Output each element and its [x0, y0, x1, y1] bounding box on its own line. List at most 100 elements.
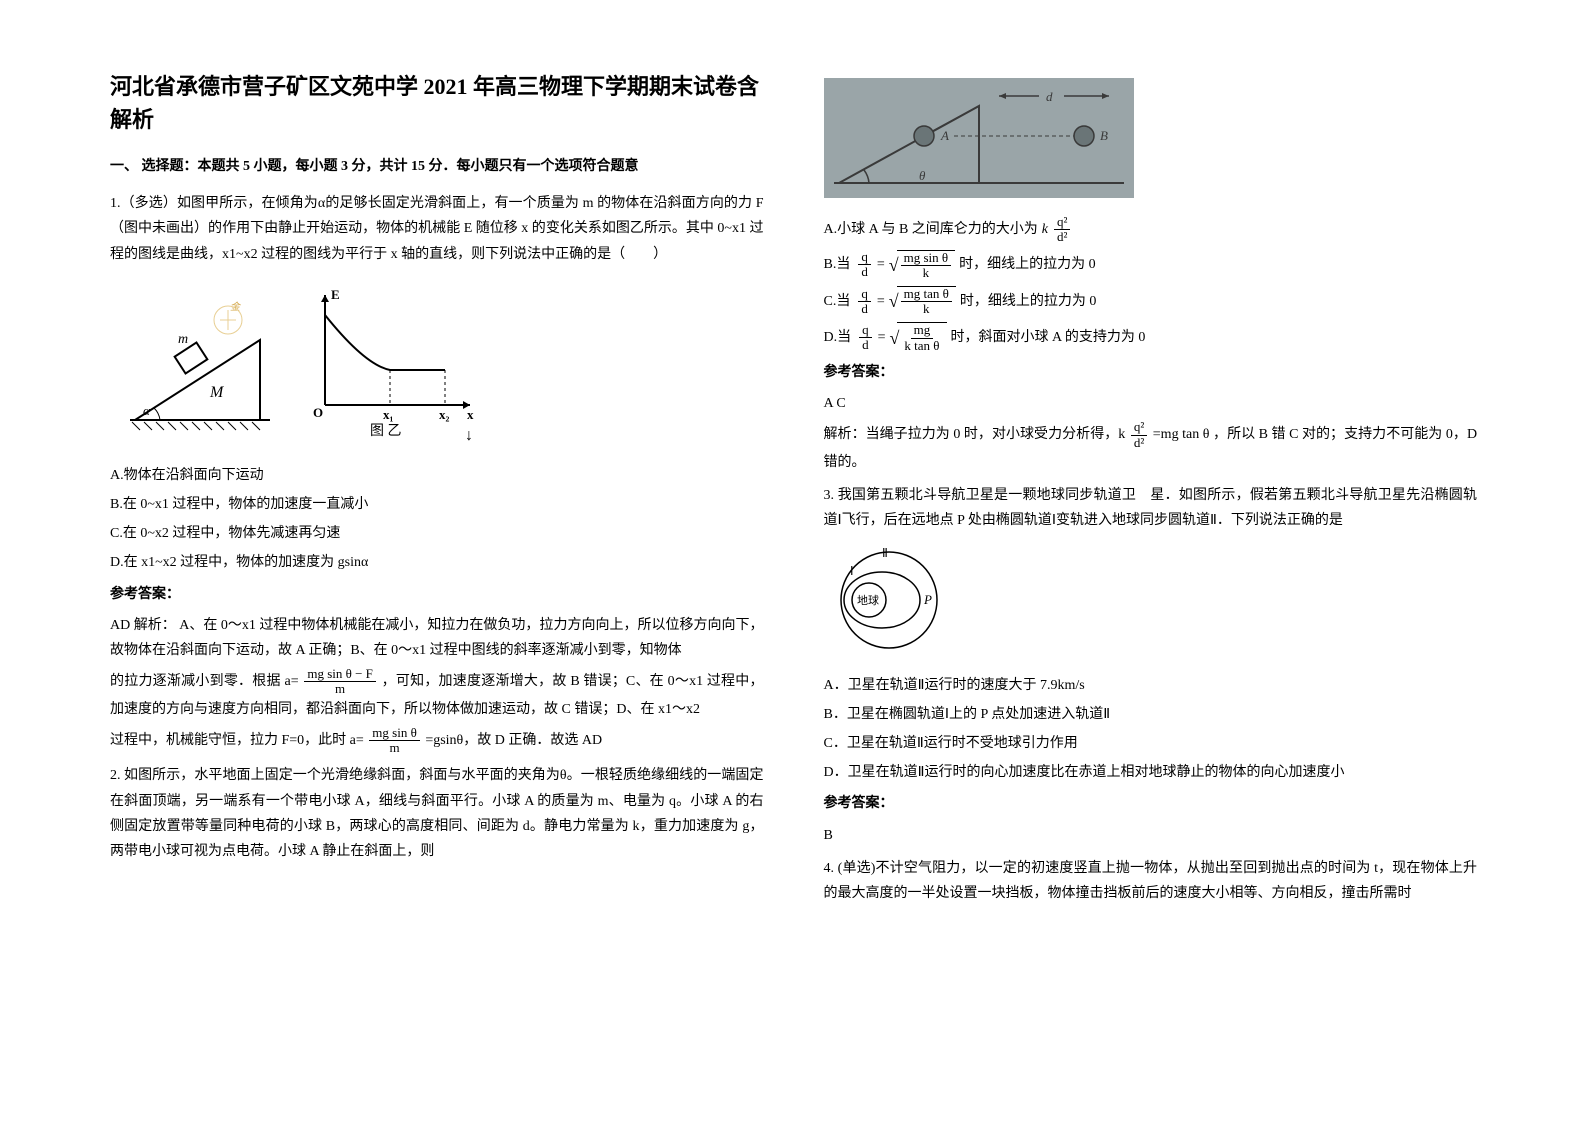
question-4: 4. (单选)不计空气阻力，以一定的初速度竖直上抛一物体，从抛出至回到抛出点的时… — [824, 856, 1478, 906]
q2-optC-pre: C.当 — [824, 289, 851, 314]
q2-optC-rhs: mg tan θ k — [901, 287, 952, 317]
q1-formula1-num: mg sin θ − F — [304, 667, 376, 682]
q2-optD-eq: = — [878, 325, 886, 350]
q2-optC-lhs-den: d — [858, 302, 871, 316]
q1-figure-left: 金 M m α — [110, 285, 280, 435]
q1-x-label: x — [467, 407, 474, 422]
q2-optD-sqrt: mg k tan θ — [890, 322, 947, 354]
left-column: 河北省承德市营子矿区文苑中学 2021 年高三物理下学期期末试卷含解析 一、 选… — [110, 70, 764, 1052]
q2-optD-pre: D.当 — [824, 325, 852, 350]
q3-P-label: P — [923, 592, 932, 607]
q2-optB-post: 时，细线上的拉力为 0 — [959, 252, 1096, 277]
q2-optC-rhs-num: mg tan θ — [901, 287, 952, 302]
page-title: 河北省承德市营子矿区文苑中学 2021 年高三物理下学期期末试卷含解析 — [110, 70, 764, 136]
q2-theta-label: θ — [919, 168, 926, 183]
q3-optB: B．卫星在椭圆轨道Ⅰ上的 P 点处加速进入轨道Ⅱ — [824, 702, 1478, 727]
q3-optA: A．卫星在轨道Ⅱ运行时的速度大于 7.9km/s — [824, 673, 1478, 698]
q3-optD: D．卫星在轨道Ⅱ运行时的向心加速度比在赤道上相对地球静止的物体的向心加速度小 — [824, 760, 1478, 785]
q1-expl2-pre: 的拉力逐渐减小到零．根据 a= — [110, 674, 299, 689]
q2-expl-den: d² — [1131, 436, 1147, 450]
q2-expl-tan: tan θ — [1182, 427, 1209, 442]
q3-answer-label: 参考答案： — [824, 791, 1478, 816]
q2-optD-rhs-num: mg — [911, 323, 934, 338]
q2-optD-rhs-den: k tan θ — [901, 339, 942, 353]
q2-optC-rhs-den: k — [920, 302, 933, 316]
q1-optA: A.物体在沿斜面向下运动 — [110, 463, 764, 488]
q1-formula2-den: m — [386, 741, 402, 755]
q2-optC-post: 时，细线上的拉力为 0 — [960, 289, 1097, 314]
q2-optD-post: 时，斜面对小球 A 的支持力为 0 — [951, 325, 1146, 350]
q2-optA-frac: q² d² — [1054, 215, 1070, 245]
q1-formula2-num: mg sin θ — [369, 726, 420, 741]
q2-optD-rhs: mg k tan θ — [901, 323, 942, 353]
q1-optC: C.在 0~x2 过程中，物体先减速再匀速 — [110, 521, 764, 546]
q1-explanation-1: AD 解析： A、在 0～x1 过程中物体机械能在减小，知拉力在做负功，拉力方向… — [110, 613, 764, 663]
q2-optC-eq: = — [877, 289, 885, 314]
q1-answer-label: 参考答案： — [110, 582, 764, 607]
q3-orbit2-label: Ⅱ — [882, 546, 888, 560]
q2-optA-num: q² — [1054, 215, 1070, 230]
q3-stem: 3. 我国第五颗北斗导航卫星是一颗地球同步轨道卫 星．如图所示，假若第五颗北斗导… — [824, 483, 1478, 533]
q2-expl-frac: q² d² — [1131, 420, 1147, 450]
q2-optB-sqrt: mg sin θ k — [889, 249, 955, 281]
q2-optB-rhs-num: mg sin θ — [901, 251, 952, 266]
q1-figure-right: E O x₁ x₂ x 图 乙 ↓ — [295, 285, 485, 445]
right-column: θ A B d A.小球 A 与 B 之间库仑力的大小为 k q² d² B.当… — [824, 70, 1478, 1052]
q2-expl-num: q² — [1131, 420, 1147, 435]
q1-optB: B.在 0~x1 过程中，物体的加速度一直减小 — [110, 492, 764, 517]
q1-x1-label: x₁ — [383, 407, 394, 422]
question-3: 3. 我国第五颗北斗导航卫星是一颗地球同步轨道卫 星．如图所示，假若第五颗北斗导… — [824, 483, 1478, 848]
q2-optC-lhs: q d — [858, 287, 871, 317]
q2-optB-eq: = — [877, 252, 885, 277]
q2-stem: 2. 如图所示，水平地面上固定一个光滑绝缘斜面，斜面与水平面的夹角为θ。一根轻质… — [110, 763, 764, 864]
q1-explanation-2: 的拉力逐渐减小到零．根据 a= mg sin θ − F m ，可知，加速度逐渐… — [110, 667, 764, 722]
q1-explanation-3: 过程中，机械能守恒，拉力 F=0，此时 a= mg sin θ m =gsinθ… — [110, 726, 764, 756]
q2-optC-sqrt: mg tan θ k — [889, 285, 956, 317]
question-2-stem: 2. 如图所示，水平地面上固定一个光滑绝缘斜面，斜面与水平面的夹角为θ。一根轻质… — [110, 763, 764, 864]
q1-figure-caption: 图 乙 — [370, 423, 402, 439]
q2-B-label: B — [1100, 128, 1108, 143]
q1-formula-1: mg sin θ − F m — [304, 667, 376, 697]
q1-x2-label: x₂ — [439, 407, 450, 422]
q2-optA-den: d² — [1054, 230, 1070, 244]
q2-optB-pre: B.当 — [824, 252, 851, 277]
q3-answer: B — [824, 823, 1478, 848]
question-1: 1.（多选）如图甲所示，在倾角为α的足够长固定光滑斜面上，有一个质量为 m 的物… — [110, 191, 764, 755]
q2-answer: A C — [824, 391, 1478, 416]
q1-O-label: O — [313, 405, 323, 420]
q2-answer-label: 参考答案： — [824, 360, 1478, 385]
question-2-options: A.小球 A 与 B 之间库仑力的大小为 k q² d² B.当 q d = m… — [824, 215, 1478, 475]
q2-optC: C.当 q d = mg tan θ k 时，细线上的拉力为 0 — [824, 285, 1478, 317]
q1-formula1-den: m — [332, 682, 348, 696]
q1-expl3-pre: 过程中，机械能守恒，拉力 F=0，此时 a= — [110, 733, 364, 748]
q1-M-label: M — [209, 384, 225, 401]
q2-optB-rhs: mg sin θ k — [901, 251, 952, 281]
q2-optB-lhs: q d — [858, 250, 871, 280]
q2-optD-lhs-den: d — [859, 338, 872, 352]
q1-E-label: E — [331, 287, 340, 302]
q1-expl3-post: =gsinθ，故 D 正确．故选 AD — [425, 733, 602, 748]
q2-optB-rhs-den: k — [920, 266, 933, 280]
q2-A-label: A — [940, 128, 949, 143]
q2-optB-lhs-den: d — [858, 265, 871, 279]
q2-optA: A.小球 A 与 B 之间库仑力的大小为 k q² d² — [824, 215, 1478, 245]
q3-optC: C．卫星在轨道Ⅱ运行时不受地球引力作用 — [824, 731, 1478, 756]
q3-orbit1-label: Ⅰ — [850, 564, 854, 578]
section-heading: 一、 选择题：本题共 5 小题，每小题 3 分，共计 15 分．每小题只有一个选… — [110, 154, 764, 179]
q1-stem: 1.（多选）如图甲所示，在倾角为α的足够长固定光滑斜面上，有一个质量为 m 的物… — [110, 191, 764, 267]
q2-optD-lhs-num: q — [859, 323, 872, 338]
q4-stem: 4. (单选)不计空气阻力，以一定的初速度竖直上抛一物体，从抛出至回到抛出点的时… — [824, 856, 1478, 906]
q2-optA-k: k — [1042, 217, 1048, 242]
q2-figure: θ A B d — [824, 78, 1134, 198]
q2-optD: D.当 q d = mg k tan θ 时，斜面对小球 A 的支持力为 0 — [824, 322, 1478, 354]
q2-explanation: 解析：当绳子拉力为 0 时，对小球受力分析得，k q² d² =mg tan θ… — [824, 420, 1478, 475]
q2-expl-pre: 解析：当绳子拉力为 0 时，对小球受力分析得，k — [824, 427, 1126, 442]
q2-optB: B.当 q d = mg sin θ k 时，细线上的拉力为 0 — [824, 249, 1478, 281]
q2-optA-pre: A.小球 A 与 B 之间库仑力的大小为 — [824, 217, 1038, 242]
svg-text:d: d — [1046, 89, 1053, 104]
q3-figure: 地球 Ⅱ Ⅰ P — [824, 545, 974, 655]
q2-optD-lhs: q d — [859, 323, 872, 353]
q2-optC-lhs-num: q — [858, 287, 871, 302]
q2-expl-mid: =mg — [1153, 427, 1179, 442]
q1-optD: D.在 x1~x2 过程中，物体的加速度为 gsinα — [110, 550, 764, 575]
